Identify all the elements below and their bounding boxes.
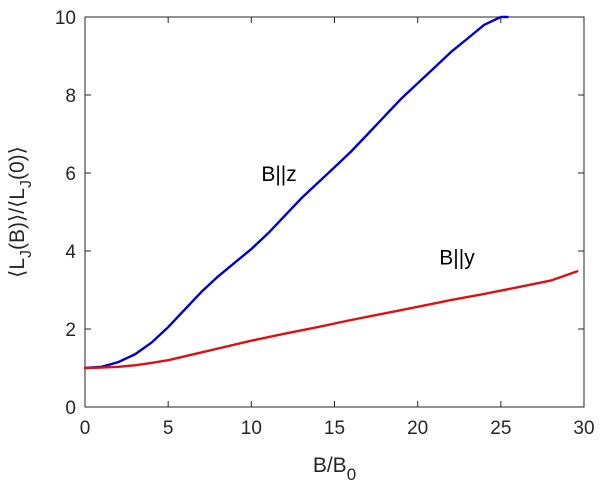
y-tick-label: 10 <box>55 8 76 29</box>
annotation-0: B||z <box>261 163 296 186</box>
annotation-1: B||y <box>439 247 475 270</box>
y-tick-label: 6 <box>65 164 76 185</box>
x-tick-label: 0 <box>80 418 91 439</box>
x-tick-label: 5 <box>163 418 174 439</box>
y-tick-label: 2 <box>65 320 76 341</box>
y-tick-label: 0 <box>65 398 76 419</box>
plot-box <box>84 16 585 408</box>
y-tick-label: 4 <box>65 242 76 263</box>
series-layer <box>83 15 579 370</box>
annotation-layer: B||z B||y <box>261 163 475 270</box>
series-line-1 <box>83 270 579 370</box>
x-tick-label: 15 <box>324 418 345 439</box>
plot-frame <box>84 16 585 408</box>
x-tick-label: 30 <box>573 418 594 439</box>
x-tick-label: 20 <box>407 418 428 439</box>
y-tick-label: 8 <box>65 86 76 107</box>
x-axis-label: B/B0 <box>313 454 356 484</box>
x-tick-label: 25 <box>490 418 511 439</box>
series-line-0 <box>83 15 509 370</box>
tick-layer: 0 5 10 15 20 25 30 0 2 4 6 8 10 <box>55 8 595 439</box>
y-axis-label: ⟨LJ(B)⟩/⟨LJ(0)⟩ <box>6 146 35 278</box>
x-tick-label: 10 <box>241 418 262 439</box>
